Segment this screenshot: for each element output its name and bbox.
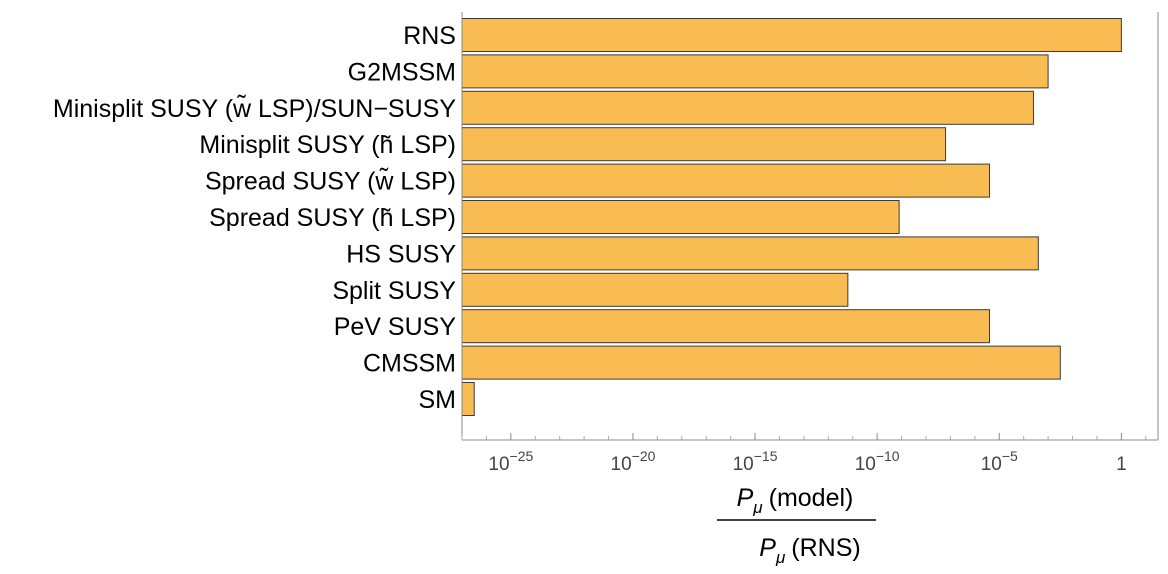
x-tick-label-1: 10−20 bbox=[611, 448, 656, 475]
bar-6 bbox=[461, 236, 1039, 271]
x-ticks-group: 10−25 10−20 10−15 10−10 10−5 1 bbox=[461, 433, 1147, 475]
x-tick-label-0: 10−25 bbox=[488, 448, 533, 475]
bar-7 bbox=[461, 272, 849, 307]
x-label-num-symbol: P bbox=[737, 484, 754, 512]
x-tick-label-5: 1 bbox=[1116, 454, 1127, 475]
x-label-num-subscript: μ bbox=[752, 498, 763, 517]
x-tick-label-2: 10−15 bbox=[733, 448, 778, 475]
bar-5 bbox=[461, 200, 900, 234]
category-label-0: RNS bbox=[403, 22, 456, 50]
category-label-4: Spread SUSY (w̃ LSP) bbox=[205, 167, 456, 195]
x-label-den-subscript: μ bbox=[775, 548, 786, 567]
category-label-1: G2MSSM bbox=[348, 58, 456, 86]
category-label-2: Minisplit SUSY (w̃ LSP)/SUN−SUSY bbox=[53, 95, 456, 123]
x-tick-label-4: 10−5 bbox=[981, 448, 1018, 475]
category-labels-group: RNS G2MSSM Minisplit SUSY (w̃ LSP)/SUN−SUS… bbox=[53, 22, 456, 414]
x-label-num-text: (model) bbox=[769, 484, 854, 512]
x-label-denominator: Pμ (RNS) bbox=[759, 534, 860, 567]
bar-10 bbox=[461, 382, 475, 416]
bars-group bbox=[461, 18, 1122, 416]
category-label-10: SM bbox=[419, 386, 457, 414]
x-axis-label: Pμ (model) Pμ (RNS) bbox=[717, 484, 876, 567]
bar-4 bbox=[461, 163, 990, 198]
category-label-3: Minisplit SUSY (h̃ LSP) bbox=[199, 131, 456, 159]
bar-8 bbox=[461, 309, 990, 344]
x-label-den-symbol: P bbox=[759, 534, 776, 562]
category-label-5: Spread SUSY (h̃ LSP) bbox=[209, 204, 456, 232]
category-label-7: Split SUSY bbox=[332, 277, 456, 305]
x-label-den-text: (RNS) bbox=[791, 534, 860, 562]
bar-0 bbox=[461, 18, 1122, 52]
x-tick-label-3: 10−10 bbox=[855, 448, 900, 475]
category-label-9: CMSSM bbox=[363, 350, 456, 378]
category-label-6: HS SUSY bbox=[346, 240, 456, 268]
bar-1 bbox=[461, 54, 1049, 89]
bar-2 bbox=[461, 90, 1034, 125]
axes-group bbox=[461, 12, 1159, 441]
bar-9 bbox=[461, 345, 1061, 380]
bar-3 bbox=[461, 127, 947, 162]
x-label-numerator: Pμ (model) bbox=[737, 484, 854, 517]
category-label-8: PeV SUSY bbox=[334, 313, 457, 341]
